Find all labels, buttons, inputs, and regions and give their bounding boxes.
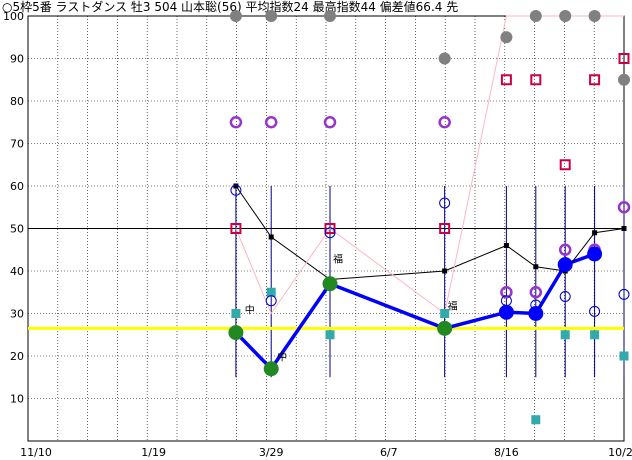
teal-square-marker bbox=[590, 330, 600, 340]
purple-ring-marker bbox=[229, 116, 243, 129]
y-tick-label: 80 bbox=[10, 95, 24, 108]
red-square-marker bbox=[324, 223, 336, 234]
y-tick-label: 60 bbox=[10, 180, 24, 193]
blue-dot-marker bbox=[498, 304, 514, 320]
annotation-label: 中 bbox=[245, 304, 255, 317]
purple-ring-marker bbox=[323, 116, 337, 129]
purple-ring-marker bbox=[529, 286, 543, 299]
annotation-label: 福 bbox=[448, 299, 458, 312]
annotation-label: 福 bbox=[333, 253, 343, 266]
red-square-marker bbox=[439, 223, 451, 234]
gray-dot bbox=[438, 52, 451, 65]
gray-dot bbox=[324, 10, 336, 22]
black-marker bbox=[268, 234, 274, 240]
teal-square-marker bbox=[531, 415, 541, 425]
teal-square-marker bbox=[325, 330, 335, 340]
red-square-marker bbox=[500, 74, 512, 86]
purple-ring-marker bbox=[438, 116, 451, 129]
teal-square-marker bbox=[619, 351, 629, 361]
teal-square-marker bbox=[231, 309, 241, 318]
black-marker bbox=[233, 183, 239, 189]
gray-dot bbox=[588, 10, 601, 22]
red-square-marker bbox=[559, 159, 571, 171]
annotation-label: 中 bbox=[277, 350, 287, 363]
x-tick-label: 3/29 bbox=[259, 446, 284, 459]
red-square-marker bbox=[230, 223, 242, 234]
series-line-pink_thin bbox=[235, 15, 624, 315]
green-dot-marker bbox=[263, 361, 279, 377]
gray-dot bbox=[529, 10, 542, 22]
black-marker bbox=[442, 268, 448, 274]
green-dot-marker bbox=[322, 276, 338, 292]
black-marker bbox=[592, 230, 598, 236]
green-dot-marker bbox=[228, 325, 244, 341]
purple-ring-marker bbox=[558, 243, 572, 256]
teal-square-marker bbox=[440, 309, 450, 318]
blue-dot-marker bbox=[587, 246, 603, 262]
grid bbox=[28, 16, 624, 441]
green-dot-marker bbox=[437, 320, 453, 336]
teal-square-marker bbox=[266, 287, 276, 297]
red-square-marker bbox=[530, 74, 542, 86]
blue-ring-marker bbox=[230, 184, 242, 196]
y-tick-label: 40 bbox=[10, 265, 24, 278]
y-tick-label: 50 bbox=[10, 223, 24, 236]
purple-ring-marker bbox=[500, 286, 513, 299]
y-tick-label: 30 bbox=[10, 308, 24, 321]
purple-ring-marker bbox=[617, 201, 631, 214]
blue-dot-marker bbox=[528, 306, 544, 321]
blue-dot-marker bbox=[557, 257, 573, 273]
black-marker bbox=[533, 264, 539, 270]
x-tick-label: 8/16 bbox=[494, 446, 519, 459]
y-tick-label: 20 bbox=[10, 350, 24, 363]
red-square-marker bbox=[618, 53, 630, 64]
gray-dot bbox=[229, 10, 242, 22]
x-tick-label: 6/7 bbox=[380, 446, 398, 459]
red-square-marker bbox=[589, 74, 601, 86]
y-tick-label: 90 bbox=[10, 53, 24, 66]
blue-ring-marker bbox=[618, 288, 630, 300]
x-tick-label: 1/19 bbox=[141, 446, 166, 459]
blue-ring-marker bbox=[439, 197, 451, 209]
gray-dot bbox=[500, 31, 513, 44]
gray-dot bbox=[265, 10, 278, 22]
black-marker bbox=[503, 243, 509, 248]
x-tick-label: 11/10 bbox=[20, 446, 52, 459]
gray-dot bbox=[618, 73, 630, 86]
y-tick-label: 100 bbox=[3, 10, 24, 23]
teal-square-marker bbox=[560, 330, 570, 340]
blue-ring-marker bbox=[265, 295, 277, 307]
y-tick-label: 10 bbox=[10, 393, 24, 406]
purple-ring-marker bbox=[264, 116, 278, 129]
black-marker bbox=[621, 226, 627, 231]
gray-dot bbox=[559, 10, 572, 22]
blue-ring-marker bbox=[589, 305, 601, 317]
x-tick-label: 10/25 bbox=[608, 446, 632, 459]
chart-title: ○5枠5番 ラストダンス 牡3 504 山本聡(56) 平均指数24 最高指数4… bbox=[2, 0, 459, 14]
y-tick-label: 70 bbox=[10, 138, 24, 151]
blue-ring-marker bbox=[324, 227, 336, 239]
blue-ring-marker bbox=[559, 291, 571, 302]
series-line-main_blue bbox=[234, 252, 596, 372]
